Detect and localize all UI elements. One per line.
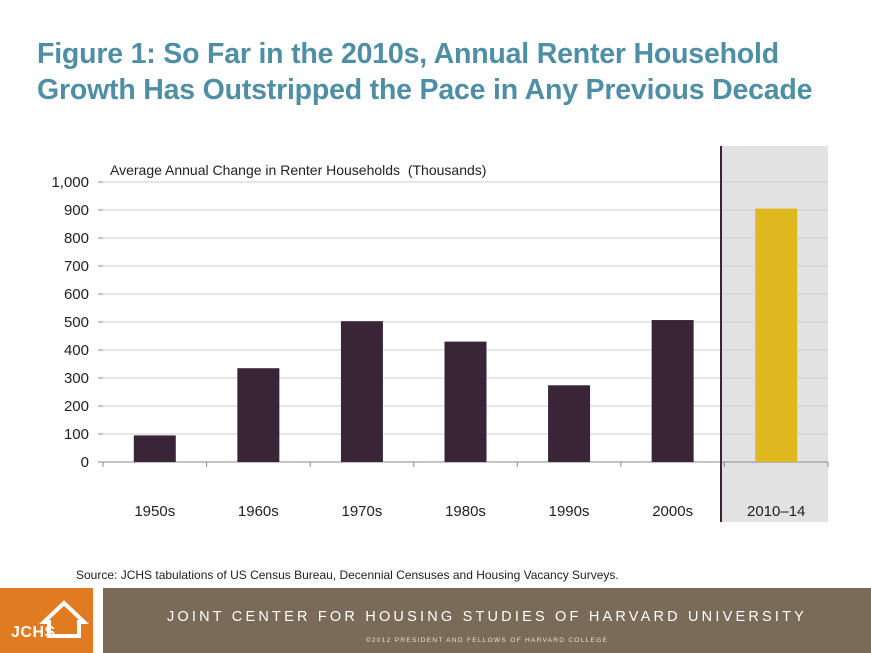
x-tick-label: 2010–14: [747, 503, 805, 520]
y-tick-label: 300: [64, 370, 89, 387]
figure-title-line-1: Figure 1: So Far in the 2010s, Annual Re…: [37, 38, 779, 70]
footer-band: JOINT CENTER FOR HOUSING STUDIES OF HARV…: [103, 588, 871, 653]
y-tick-label: 400: [64, 342, 89, 359]
y-tick-label: 1,000: [51, 174, 89, 191]
x-tick-label: 1990s: [549, 503, 590, 520]
house-icon: [38, 600, 90, 638]
jchs-logo: JCHS: [0, 588, 93, 653]
bar-decade: [340, 321, 383, 462]
bars: [133, 208, 798, 462]
logo-text: JCHS: [11, 624, 56, 641]
y-tick-label: 600: [64, 286, 89, 303]
x-tick-label: 1950s: [134, 503, 175, 520]
footer: JCHS JOINT CENTER FOR HOUSING STUDIES OF…: [0, 588, 871, 653]
y-tick-label: 900: [64, 202, 89, 219]
y-tick-label: 100: [64, 426, 89, 443]
x-tick-label: 2000s: [652, 503, 693, 520]
x-tick-label: 1960s: [238, 503, 279, 520]
source-note: Source: JCHS tabulations of US Census Bu…: [76, 568, 619, 582]
bar-decade: [548, 385, 591, 462]
copyright-text: ©2012 PRESIDENT AND FELLOWS OF HARVARD C…: [365, 637, 609, 644]
figure-title-line-2: Growth Has Outstripped the Pace in Any P…: [37, 74, 813, 106]
x-axis-tick-labels: 1950s 1960s 1970s 1980s 1990s 2000s 2010–14: [134, 503, 805, 520]
bar-decade: [133, 435, 176, 462]
bar-highlight: [755, 208, 798, 462]
y-tick-label: 700: [64, 258, 89, 275]
x-axis-ticks: [102, 462, 829, 467]
bar-decade: [444, 341, 487, 462]
bar-decade: [651, 320, 694, 462]
y-tick-label: 800: [64, 230, 89, 247]
y-axis-label: Average Annual Change in Renter Househol…: [110, 162, 486, 178]
y-tick-label: 500: [64, 314, 89, 331]
x-tick-label: 1980s: [445, 503, 486, 520]
y-tick-label: 200: [64, 398, 89, 415]
figure-title: Figure 1: So Far in the 2010s, Annual Re…: [37, 36, 857, 108]
bar-decade: [237, 368, 280, 462]
x-tick-label: 1970s: [341, 503, 382, 520]
organization-name: JOINT CENTER FOR HOUSING STUDIES OF HARV…: [166, 609, 808, 625]
y-tick-label: 0: [81, 454, 89, 471]
y-axis-tick-labels: 0 100 200 300 400 500 600 700 800 900 1,000: [51, 174, 89, 471]
